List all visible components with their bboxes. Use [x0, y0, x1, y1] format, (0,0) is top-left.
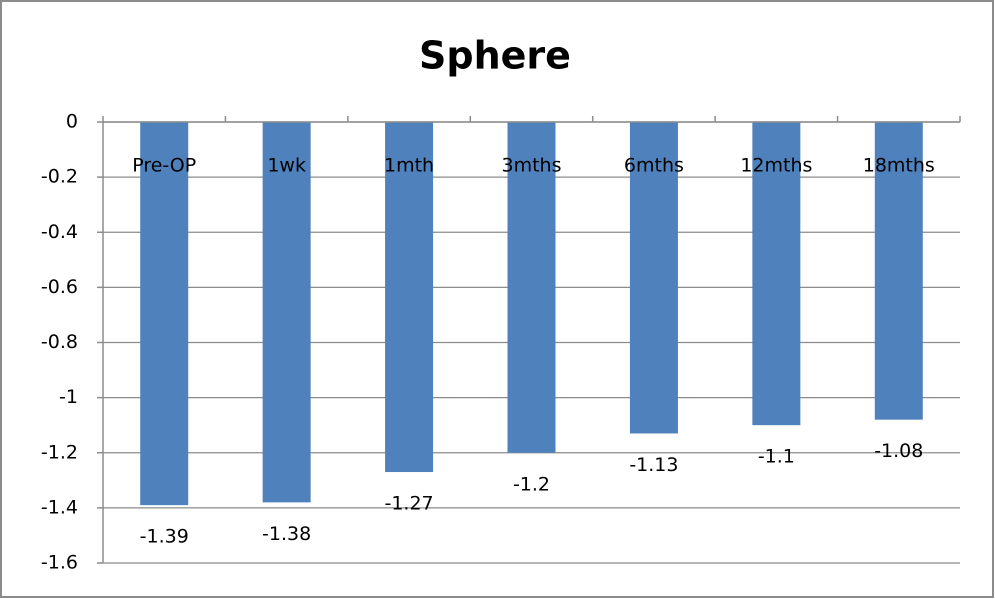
value-label: -1.2: [513, 473, 550, 495]
y-tick-label: -0.6: [41, 276, 78, 298]
value-label: -1.08: [874, 440, 923, 462]
y-tick-label: -1.6: [41, 552, 78, 574]
bar: [385, 122, 434, 473]
y-tick-label: -1.2: [41, 441, 78, 463]
value-label: -1.39: [140, 526, 189, 548]
x-tick-label: 1wk: [267, 155, 306, 177]
value-label: -1.27: [384, 493, 433, 515]
x-tick-label: 18mths: [863, 155, 935, 177]
x-tick-label: 1mth: [384, 155, 434, 177]
x-tick-label: 12mths: [740, 155, 812, 177]
value-label: -1.38: [262, 523, 311, 545]
y-tick-label: -0.4: [41, 221, 78, 243]
x-tick-label: 6mths: [624, 155, 684, 177]
y-tick-label: -0.8: [41, 331, 78, 353]
y-tick-label: -1: [59, 386, 78, 408]
bar: [507, 122, 556, 453]
bar: [874, 122, 923, 420]
y-tick-label: -0.2: [41, 166, 78, 188]
y-tick-label: -1.4: [41, 496, 78, 518]
bar: [629, 122, 678, 434]
x-tick-label: 3mths: [502, 155, 562, 177]
chart-title: Sphere: [419, 34, 571, 78]
bar: [752, 122, 801, 426]
value-label: -1.1: [758, 446, 795, 468]
y-tick-label: 0: [66, 111, 78, 133]
x-tick-label: Pre-OP: [132, 155, 196, 177]
value-label: -1.13: [629, 454, 678, 476]
bar: [262, 122, 311, 503]
bar: [140, 122, 189, 506]
